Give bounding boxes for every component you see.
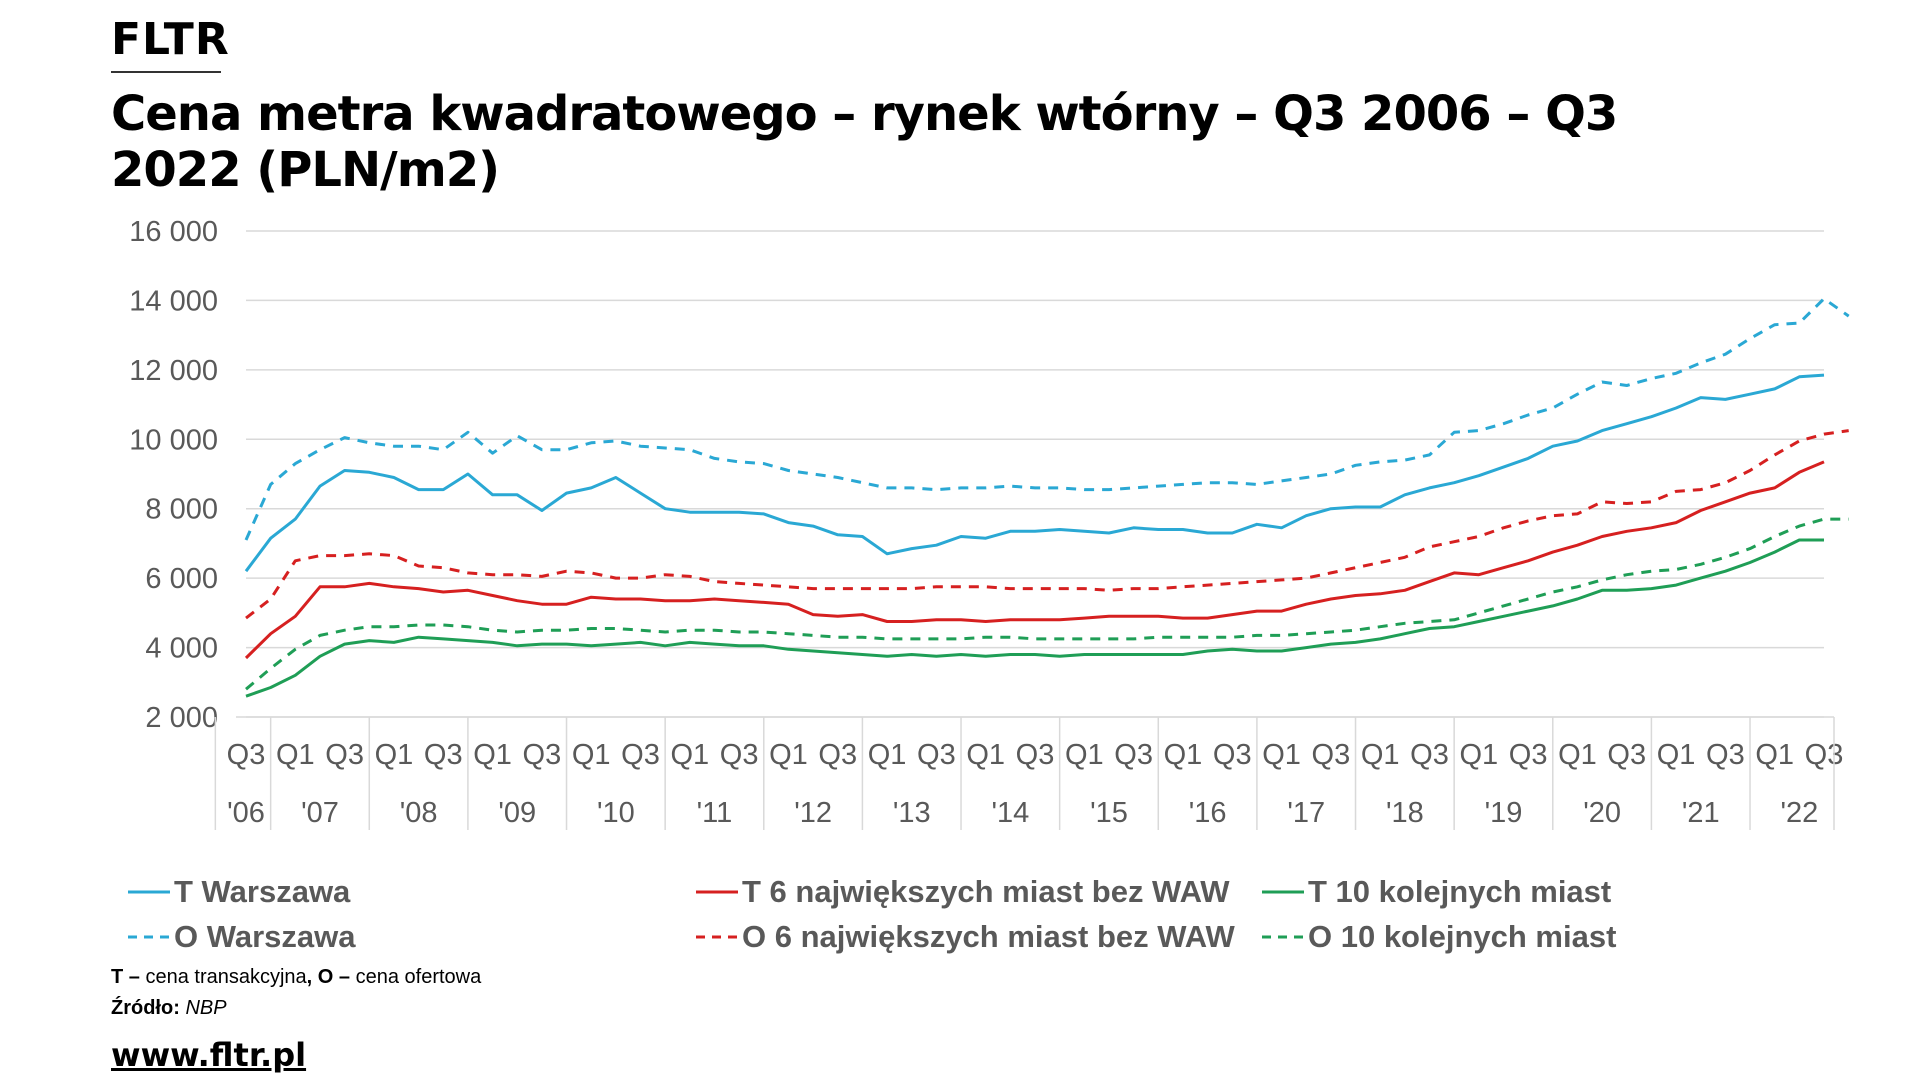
x-quarter-label: Q1: [966, 739, 1005, 771]
line-chart: 2 000 4 000 6 000 8 000 10 000 12 000 14 000 16…: [129, 216, 1850, 830]
y-axis-tick-labels: 2 000 4 000 6 000 8 000 10 000 12 000 14 000 16…: [129, 216, 218, 734]
x-quarter-label: Q1: [1459, 739, 1498, 771]
y-tick-label: 6 000: [145, 563, 218, 595]
x-quarter-label: Q1: [276, 739, 315, 771]
legend-dashed-line-icon: [1262, 935, 1304, 939]
logo-underline: [111, 71, 221, 73]
x-quarter-label: Q3: [720, 739, 759, 771]
x-year-label: '07: [301, 797, 339, 829]
x-quarter-label: Q1: [1065, 739, 1104, 771]
legend-dashed-line-icon: [696, 935, 738, 939]
website-link[interactable]: www.fltr.pl: [111, 1036, 307, 1074]
fltr-logo: FLTR: [111, 14, 230, 65]
series-line-o-6-najwi-kszych-miast-bez-waw: [245, 429, 1849, 620]
legend-solid-line-icon: [1262, 890, 1304, 894]
x-quarter-label: Q3: [1213, 739, 1252, 771]
y-tick-label: 10 000: [129, 424, 218, 456]
series-line-o-warszawa: [244, 297, 1850, 541]
y-tick-label: 4 000: [145, 633, 218, 665]
y-tick-label: 8 000: [145, 494, 218, 526]
x-quarter-label: Q1: [868, 739, 907, 771]
x-year-label: '22: [1780, 797, 1818, 829]
x-axis: Q3 Q1 Q3 Q1 Q3 Q1 Q3 Q1 Q3 Q1 Q3 Q1 Q3 Q1 Q3 Q1 Q3 Q1 Q3 Q1…: [214, 716, 1844, 830]
x-quarter-label: Q3: [1114, 739, 1153, 771]
legend-item-t-6-miast: T 6 największych miast bez WAW: [696, 874, 1230, 910]
x-quarter-label: Q3: [1410, 739, 1449, 771]
x-year-label: '12: [794, 797, 832, 829]
y-tick-label: 16 000: [129, 216, 218, 248]
legend-item-t-10-miast: T 10 kolejnych miast: [1262, 874, 1611, 910]
x-year-label: '08: [400, 797, 438, 829]
gridlines: [246, 230, 1824, 718]
x-quarter-label: Q3: [1805, 739, 1844, 771]
x-quarter-label: Q3: [1312, 739, 1351, 771]
x-quarter-label: Q1: [1361, 739, 1400, 771]
x-year-label: '21: [1682, 797, 1720, 829]
series-line-t-10-kolejnych-miast: [245, 538, 1824, 698]
x-quarter-label: Q3: [1509, 739, 1548, 771]
x-year-label: '13: [893, 797, 931, 829]
series-lines: [244, 297, 1850, 698]
source-note: Źródło: NBP: [111, 997, 227, 1019]
x-year-label: '18: [1386, 797, 1424, 829]
x-quarter-label: Q1: [670, 739, 709, 771]
x-quarter-label: Q1: [1164, 739, 1203, 771]
x-quarter-label: Q1: [375, 739, 414, 771]
legend-item-o-warszawa: O Warszawa: [128, 919, 355, 955]
price-type-note: T – cena transakcyjna, O – cena ofertowa: [111, 966, 482, 988]
x-year-label: '06: [227, 797, 265, 829]
x-year-label: '19: [1485, 797, 1523, 829]
chart-title: Cena metra kwadratowego – rynek wtórny –…: [111, 86, 1618, 198]
legend-item-t-warszawa: T Warszawa: [128, 874, 350, 910]
x-quarter-label: Q1: [769, 739, 808, 771]
x-quarter-label: Q1: [1262, 739, 1301, 771]
x-quarter-label: Q3: [1016, 739, 1055, 771]
x-quarter-label: Q1: [1558, 739, 1597, 771]
y-tick-label: 2 000: [145, 702, 218, 734]
series-line-t-6-najwi-kszych-miast-bez-waw: [244, 460, 1825, 660]
x-year-label: '17: [1287, 797, 1325, 829]
legend-solid-line-icon: [696, 890, 738, 894]
x-quarter-label: Q3: [1706, 739, 1745, 771]
legend-solid-line-icon: [128, 890, 170, 894]
x-year-label: '20: [1583, 797, 1621, 829]
series-line-t-warszawa: [244, 373, 1825, 573]
x-quarter-label: Q1: [1755, 739, 1794, 771]
x-quarter-label: Q3: [227, 739, 266, 771]
x-quarter-label: Q3: [523, 739, 562, 771]
x-quarter-label: Q3: [1607, 739, 1646, 771]
x-quarter-label: Q3: [917, 739, 956, 771]
legend-dashed-line-icon: [128, 935, 170, 939]
y-tick-label: 12 000: [129, 355, 218, 387]
x-quarter-label: Q3: [621, 739, 660, 771]
x-year-label: '14: [991, 797, 1029, 829]
x-year-label: '16: [1189, 797, 1227, 829]
x-year-label: '09: [498, 797, 536, 829]
y-tick-label: 14 000: [129, 285, 218, 317]
x-year-label: '10: [597, 797, 635, 829]
x-quarter-label: Q3: [325, 739, 364, 771]
x-quarter-label: Q1: [473, 739, 512, 771]
series-line-o-10-kolejnych-miast: [245, 517, 1849, 691]
legend-item-o-10-miast: O 10 kolejnych miast: [1262, 919, 1616, 955]
x-quarter-label: Q3: [424, 739, 463, 771]
x-quarter-label: Q1: [572, 739, 611, 771]
x-quarter-label: Q3: [818, 739, 857, 771]
x-quarter-label: Q1: [1657, 739, 1696, 771]
x-year-label: '11: [697, 797, 733, 829]
legend-item-o-6-miast: O 6 największych miast bez WAW: [696, 919, 1235, 955]
x-year-label: '15: [1090, 797, 1128, 829]
